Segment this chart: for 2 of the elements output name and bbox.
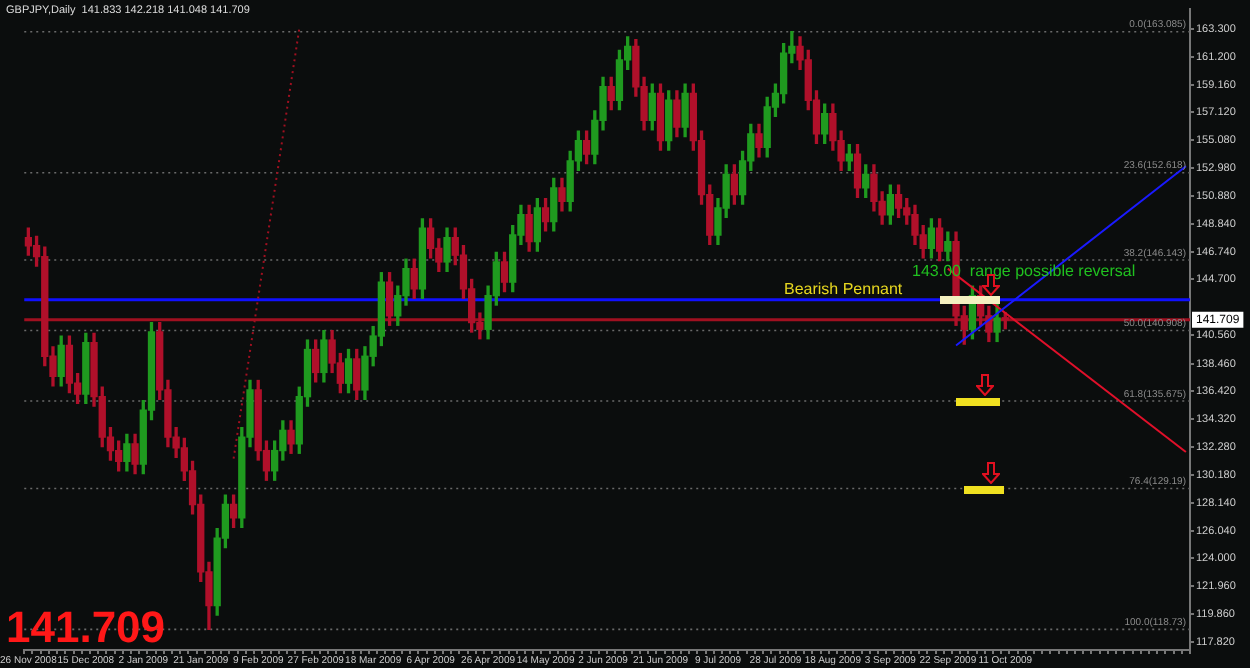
annotation: Bearish Pennant — [784, 280, 904, 298]
annotation: 141.709 — [6, 602, 166, 652]
